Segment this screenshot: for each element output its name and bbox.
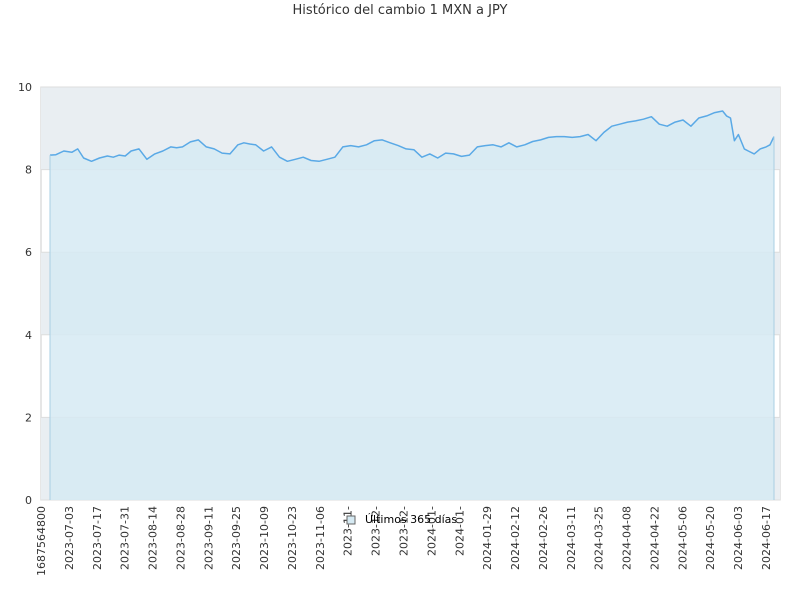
x-tick-label: 2024-03-25 [593,506,606,570]
y-tick-label: 6 [25,246,32,259]
x-tick-label: 2023-07-03 [63,506,76,570]
legend-swatch[interactable] [346,515,356,525]
x-tick-label: 1687564800 [35,506,48,576]
x-tick-label: 2023-09-25 [230,506,243,570]
x-tick-label: 2024-03-11 [565,506,578,570]
y-tick-label: 8 [25,164,32,177]
x-tick-label: 2023-11- [342,506,355,556]
x-tick-label: 2024-05-20 [704,506,717,570]
x-tick-label: 2024-01- [453,506,466,556]
y-tick-label: 0 [25,494,32,507]
x-tick-label: 2024-01-29 [481,506,494,570]
x-tick-label: 2024-04-22 [648,506,661,570]
x-tick-label: 2024-04-08 [621,506,634,570]
x-tick-label: 2023-10-09 [258,506,271,570]
x-tick-label: 2023-10-23 [286,506,299,570]
x-tick-label: 2023-07-31 [119,506,132,570]
x-tick-label: 2024-02-12 [509,506,522,570]
x-tick-label: 2024-05-06 [676,506,689,570]
series-area [50,111,774,500]
y-tick-label: 10 [18,81,32,94]
x-tick-label: 2023-08-28 [174,506,187,570]
series-line[interactable] [49,110,775,163]
chart-title: Histórico del cambio 1 MXN a JPY [292,3,508,18]
x-tick-label: 2023-07-17 [91,506,104,570]
x-tick-label: 2023-12- [370,506,383,556]
x-axis: 1687564800 2023-07-03 2023-07-17 2023-07-31… [35,506,773,576]
legend[interactable]: Últimos 365 días [346,513,457,526]
y-tick-label: 4 [25,329,32,342]
x-tick-label: 2023-09-11 [202,506,215,570]
x-tick-label: 2023-11-06 [314,506,327,570]
x-tick-label: 2024-06-17 [760,506,773,570]
x-tick-label: 2024-01- [425,506,438,556]
x-tick-label: 2023-12- [398,506,411,556]
series-layer [49,110,775,500]
x-tick-label: 2024-02-26 [537,506,550,570]
x-tick-label: 2023-08-14 [147,506,160,570]
x-tick-label: 2024-06-03 [732,506,745,570]
y-axis: 0 2 4 6 8 10 [18,81,32,507]
legend-label[interactable]: Últimos 365 días [365,513,457,526]
y-tick-label: 2 [25,411,32,424]
